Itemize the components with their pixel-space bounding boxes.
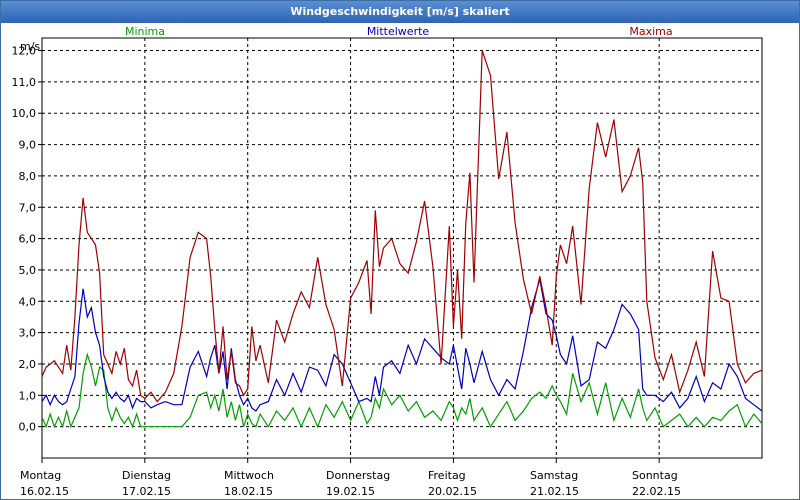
x-tick-day-label: Donnerstag [326,469,390,482]
series-line-minima [41,352,763,429]
y-tick-label: 11,0 [12,76,37,89]
legend-minima: Minima [125,25,165,38]
series-line-mittelwerte [41,279,763,412]
chart-title: Windgeschwindigkeit [m/s] skaliert [1,1,799,23]
x-tick-day-label: Dienstag [122,469,171,482]
x-tick-date-label: 18.02.15 [224,485,273,498]
y-tick-label: 6,0 [19,233,37,246]
x-axis: Montag 16.02.15 Dienstag 17.02.15 Mittwoch 18… [20,458,681,498]
legend: Minima Mittelwerte Maxima [125,25,673,38]
x-tick-date-label: 21.02.15 [530,485,579,498]
legend-maxima: Maxima [629,25,672,38]
y-tick-label: 1,0 [19,389,37,402]
x-tick-day-label: Montag [20,469,61,482]
legend-mittelwerte: Mittelwerte [367,25,430,38]
x-tick-date-label: 17.02.15 [122,485,171,498]
x-tick-day-label: Sonntag [632,469,678,482]
y-tick-label: 8,0 [19,170,37,183]
series-lines [41,50,763,429]
y-axis-label: m/s [20,40,40,53]
y-tick-label: 0,0 [19,421,37,434]
x-tick-date-label: 19.02.15 [326,485,375,498]
y-tick-label: 7,0 [19,201,37,214]
y-axis: m/s 0,0 1,0 2,0 3,0 4,0 5,0 6,0 7,0 8,0 9,0 10,0 11… [12,40,42,434]
x-tick-day-label: Mittwoch [224,469,274,482]
y-tick-label: 4,0 [19,295,37,308]
x-tick-date-label: 16.02.15 [20,485,69,498]
series-line-maxima [41,50,763,403]
y-tick-label: 9,0 [19,139,37,152]
y-tick-label: 3,0 [19,327,37,340]
y-tick-label: 2,0 [19,358,37,371]
plot-area [41,37,763,459]
y-tick-label: 5,0 [19,264,37,277]
x-tick-day-label: Samstag [530,469,578,482]
y-tick-label: 10,0 [12,107,37,120]
x-tick-date-label: 22.02.15 [632,485,681,498]
y-tick-label: 12,0 [12,45,37,58]
x-tick-day-label: Freitag [428,469,466,482]
x-tick-date-label: 20.02.15 [428,485,477,498]
